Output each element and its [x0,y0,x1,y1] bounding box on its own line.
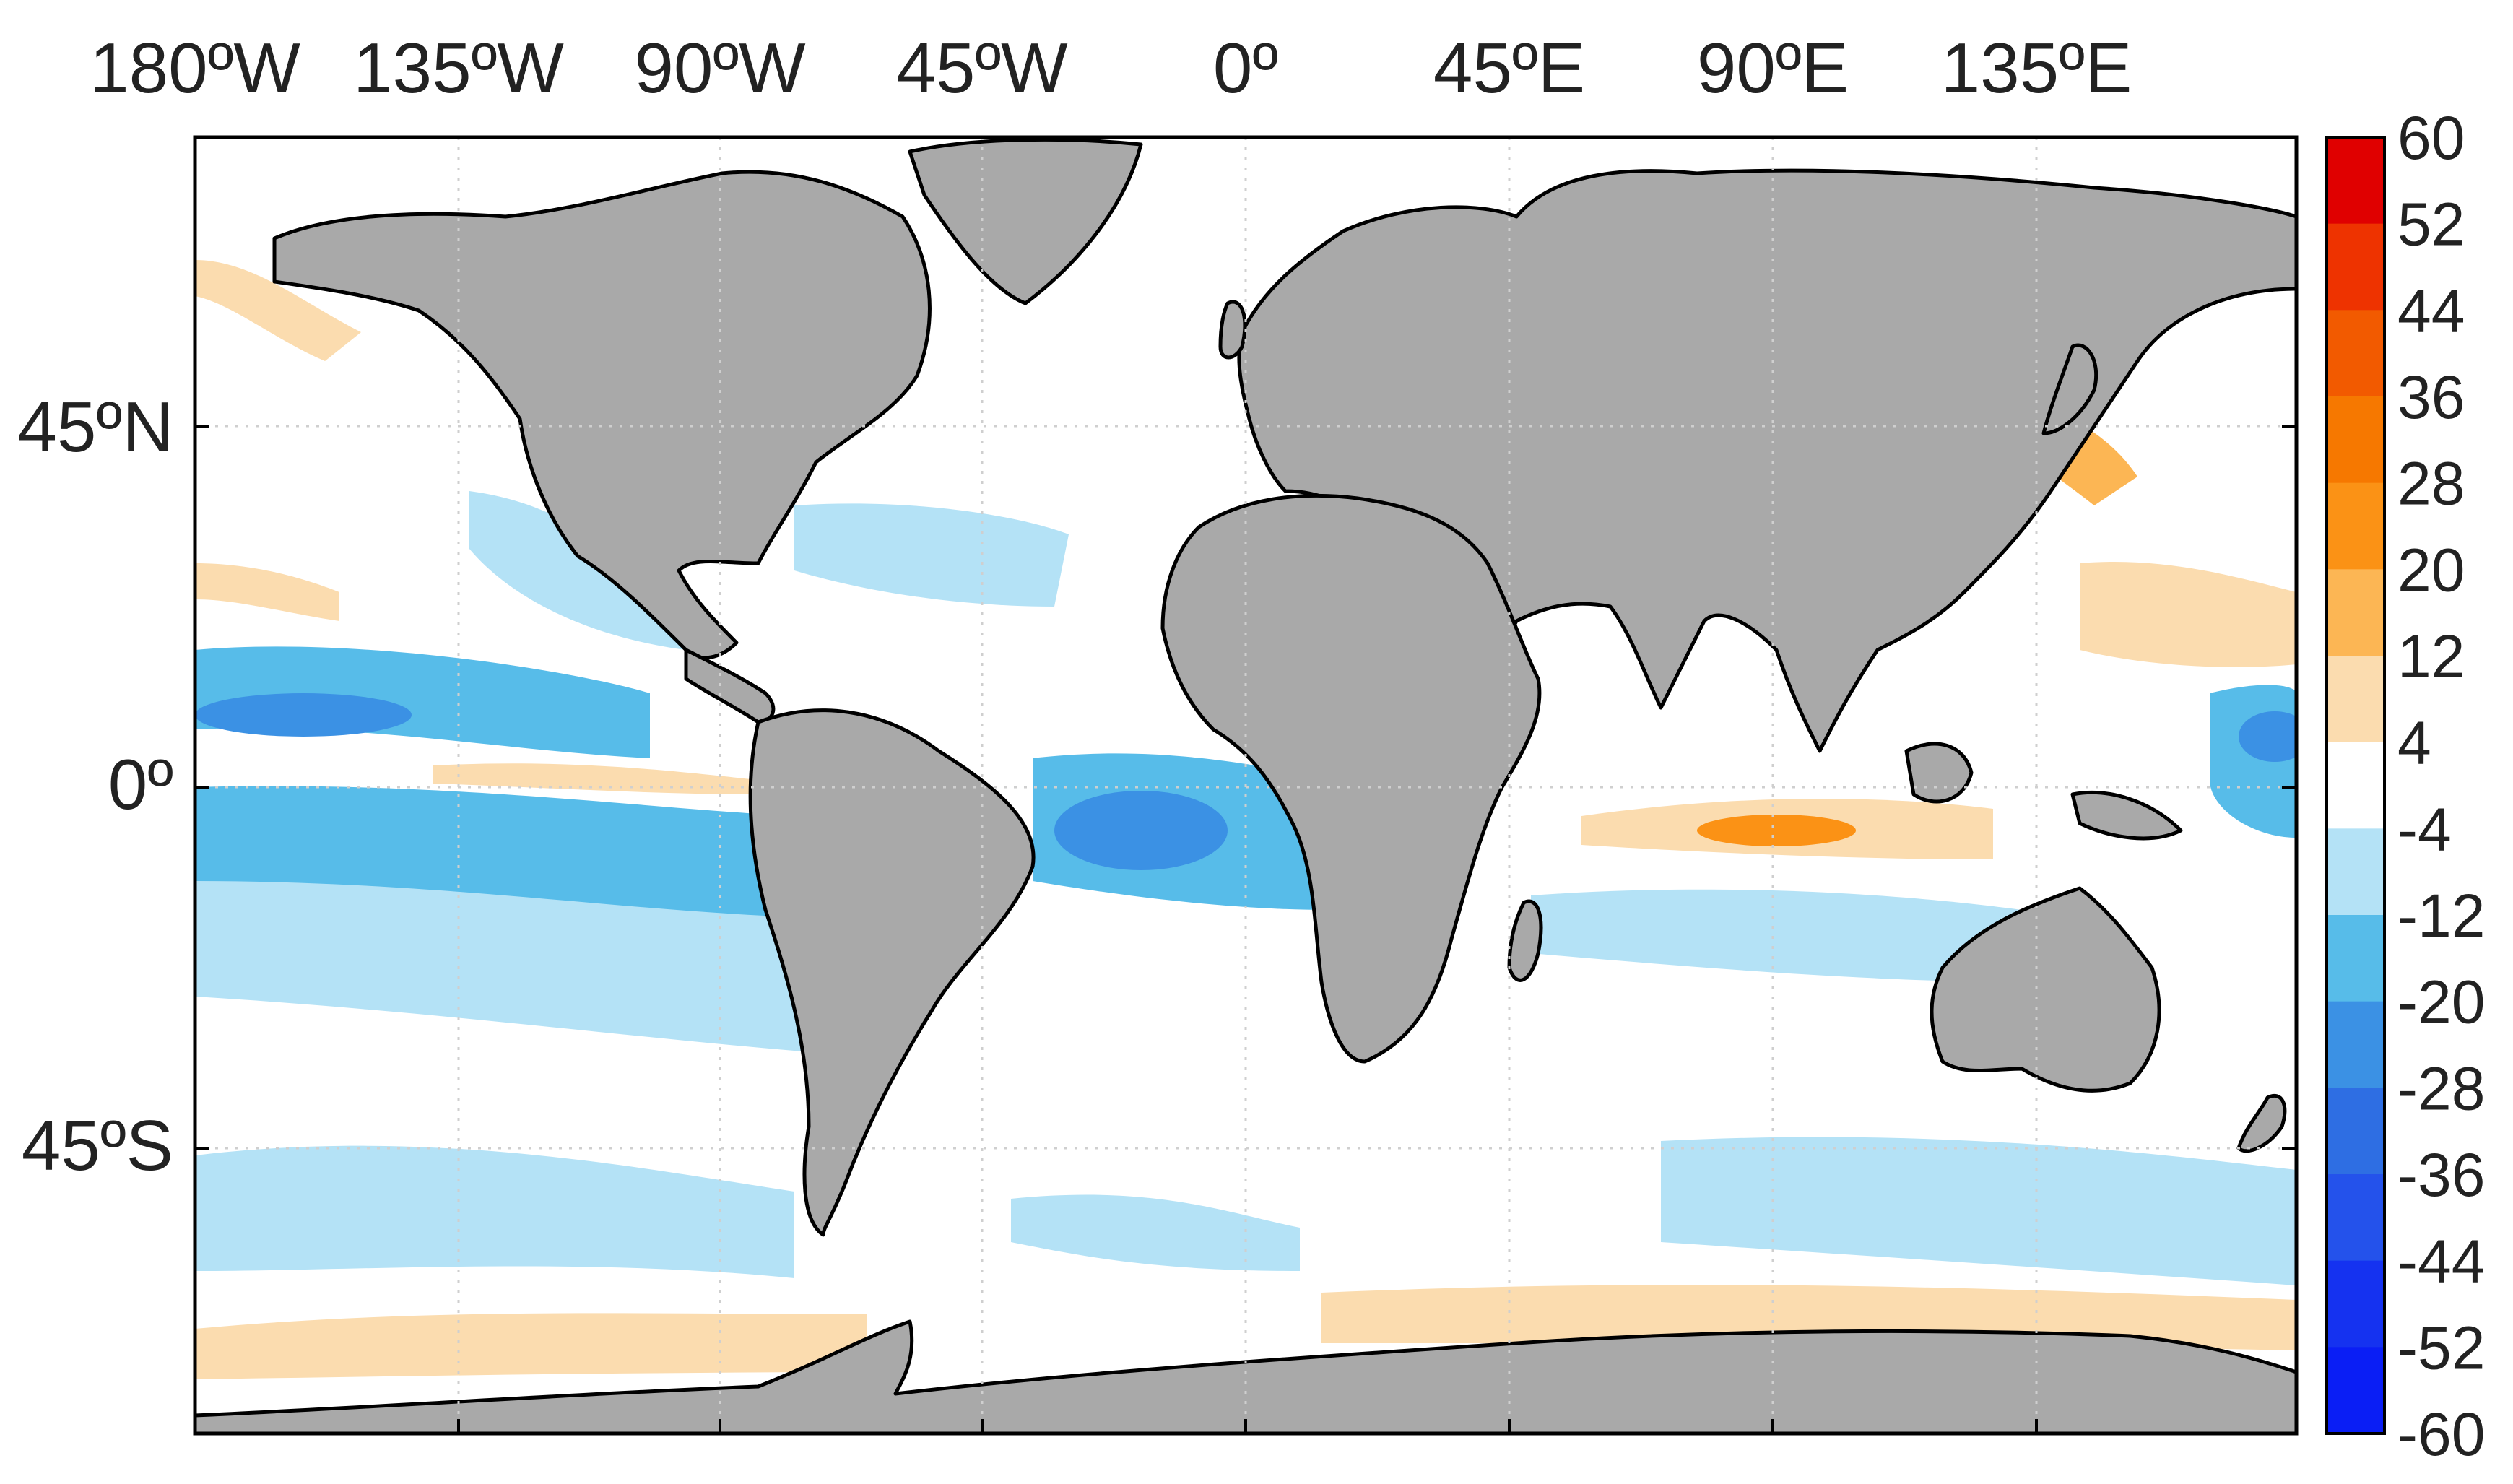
latitude-labels: 45ºN 0º 45ºS [17,387,173,1185]
central-america [684,648,776,724]
greenland [908,137,1143,305]
lon-label: 45ºW [896,28,1068,108]
colorbar-segment [2327,137,2384,225]
colorbar-tick-label: 4 [2397,709,2431,777]
africa [1160,493,1542,1064]
antarctica [195,1319,2296,1433]
colorbar-segment [2327,1088,2384,1175]
lat-label: 0º [108,745,173,824]
map-panel [193,135,2299,1436]
map-frame [193,135,2299,1436]
madagascar [1507,899,1543,982]
colorbar-tick-label: -20 [2397,968,2485,1036]
colorbar-tick-label: 60 [2397,104,2465,172]
colorbar-tick-label: -60 [2397,1400,2485,1468]
lon-label: 90ºW [634,28,806,108]
lat-label: 45ºS [22,1106,173,1185]
colorbar-tick-label: 20 [2397,536,2465,604]
colorbar-segment [2327,569,2384,656]
colorbar-segment [2327,223,2384,311]
britain [1218,300,1247,360]
new-zealand [2236,1094,2287,1153]
lat-label: 45ºN [17,387,173,467]
colorbar-segment [2327,396,2384,484]
land [195,137,2296,1433]
lon-label: 135ºW [353,28,564,108]
anomaly-field [195,260,2296,1379]
new-guinea [2070,791,2183,841]
colorbar-tick-label: -12 [2397,882,2485,950]
south-america [748,708,1036,1237]
colorbar-segment [2327,310,2384,397]
colorbar-tick-label: -36 [2397,1141,2485,1209]
tick-marks [195,425,2296,1433]
colorbar-tick-label: 28 [2397,450,2465,518]
colorbar-tick-label: 44 [2397,277,2465,344]
lon-label: 45ºE [1433,28,1585,108]
australia [1930,886,2161,1093]
lon-label: 180ºW [90,28,300,108]
colorbar-tick-label: 12 [2397,622,2465,690]
colorbar-tick-label: -52 [2397,1314,2485,1381]
colorbar-segment [2327,1260,2384,1348]
japan [2041,343,2098,435]
colorbar [2325,136,2386,1435]
colorbar-segment [2327,1347,2384,1434]
colorbar-tick-label: -28 [2397,1054,2485,1122]
colorbar-frame [2325,136,2386,1435]
borneo [1904,742,1974,804]
colorbar-tick-label: 36 [2397,363,2465,431]
colorbar-tick-label: 52 [2397,191,2465,259]
colorbar-segment [2327,828,2384,916]
north-america [272,170,932,660]
colorbar-segment [2327,915,2384,1002]
gridlines [195,137,2296,1433]
colorbar-tick-label: -44 [2397,1228,2485,1296]
lon-label: 135ºE [1941,28,2132,108]
colorbar-segment [2327,742,2384,829]
longitude-labels: 180ºW 135ºW 90ºW 45ºW 0º 45ºE 90ºE 135ºE [90,28,2132,108]
colorbar-segment [2327,656,2384,743]
lon-label: 0º [1213,28,1278,108]
lon-label: 90ºE [1697,28,1849,108]
colorbar-segment [2327,1001,2384,1088]
colorbar-segment [2327,1174,2384,1262]
colorbar-tick-label: -4 [2397,795,2452,863]
colorbar-labels: 60 52 44 36 28 20 12 4 -4 -12 -20 -28 -36 -44 -52 -60 [2397,104,2485,1468]
colorbar-segment [2327,482,2384,570]
